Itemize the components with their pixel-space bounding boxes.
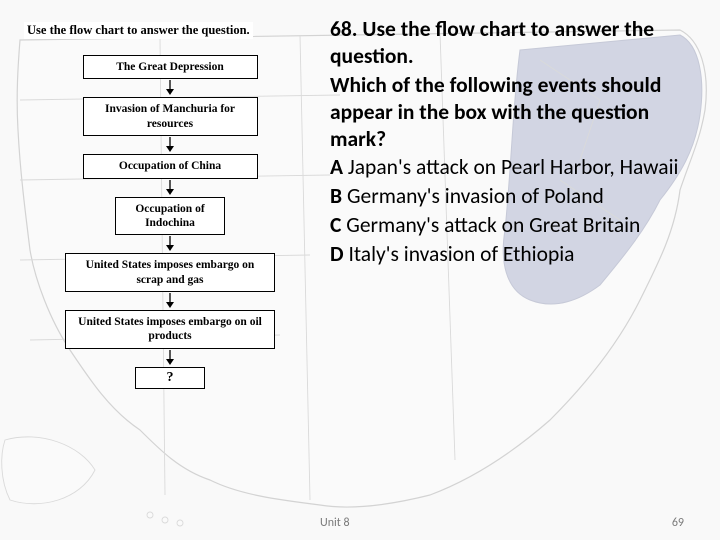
- flow-box-1: The Great Depression: [83, 55, 258, 79]
- arrow-icon: [164, 136, 176, 154]
- arrow-icon: [164, 79, 176, 97]
- footer: Unit 8 69: [0, 516, 720, 530]
- flow-box-3: Occupation of China: [83, 154, 258, 178]
- option-c: C Germany's attack on Great Britain: [330, 212, 690, 239]
- flow-box-2: Invasion of Manchuria for resources: [83, 97, 258, 136]
- slide-content: Use the flow chart to answer the questio…: [0, 0, 720, 540]
- option-b: B Germany's invasion of Poland: [330, 183, 690, 210]
- flowchart-instruction: Use the flow chart to answer the questio…: [24, 22, 253, 39]
- flow-box-question: ?: [135, 367, 205, 389]
- option-d: D Italy's invasion of Ethiopia: [330, 241, 690, 268]
- flow-box-5: United States imposes embargo on scrap a…: [65, 253, 275, 292]
- arrow-icon: [164, 179, 176, 197]
- question-stem: Which of the following events should app…: [330, 72, 690, 153]
- footer-unit: Unit 8: [320, 516, 350, 530]
- question-lead: 68. Use the flow chart to answer the que…: [330, 16, 690, 70]
- flowchart: The Great Depression Invasion of Manchur…: [60, 55, 280, 389]
- question-block: 68. Use the flow chart to answer the que…: [330, 16, 690, 270]
- flow-box-6: United States imposes embargo on oil pro…: [65, 310, 275, 349]
- option-a: A Japan's attack on Pearl Harbor, Hawaii: [330, 154, 690, 181]
- arrow-icon: [164, 235, 176, 253]
- footer-page: 69: [672, 516, 684, 530]
- arrow-icon: [164, 292, 176, 310]
- arrow-icon: [164, 349, 176, 367]
- flow-box-4: Occupation of Indochina: [115, 197, 225, 236]
